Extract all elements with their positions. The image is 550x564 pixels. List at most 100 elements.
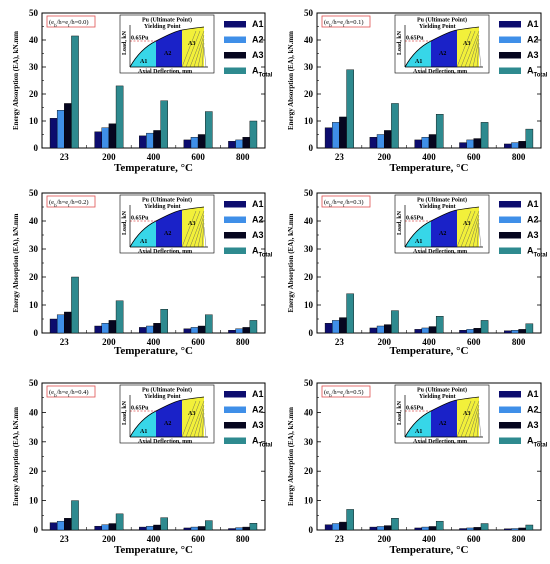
x-tick-label: 200 xyxy=(102,534,116,544)
bar-a1-600 xyxy=(459,330,467,334)
bar-a1-800 xyxy=(504,528,512,531)
x-tick-label: 200 xyxy=(377,337,391,347)
y-tick-label: 20 xyxy=(304,272,314,282)
bar-atotal-23 xyxy=(346,69,354,149)
legend-label-a2: A2 xyxy=(252,215,264,225)
bar-a1-800 xyxy=(228,528,236,531)
condition-box xyxy=(46,15,96,28)
inset-region-a1-label: A1 xyxy=(140,429,147,435)
x-tick-label: 600 xyxy=(467,534,481,544)
bar-atotal-400 xyxy=(160,100,168,149)
y-tick-label: 50 xyxy=(29,188,39,198)
bar-a2-400 xyxy=(146,132,154,149)
bar-a1-400 xyxy=(414,139,423,149)
bar-atotal-400 xyxy=(435,316,444,334)
region-a1 xyxy=(405,221,431,247)
region-a1 xyxy=(130,411,156,437)
legend-label-a2: A2 xyxy=(527,405,539,415)
condition-label: (eb/h=et/h=0.5) xyxy=(324,389,364,399)
condition-label: (eb/h=et/h=0.1) xyxy=(324,19,364,29)
region-a1 xyxy=(405,411,431,437)
inset-region-a1-label: A1 xyxy=(415,429,422,435)
bar-a1-800 xyxy=(504,330,512,334)
hatch-line xyxy=(203,416,207,438)
inset-ylabel: Load, kN xyxy=(397,400,403,425)
x-tick-label: 200 xyxy=(377,152,391,162)
hatch-line xyxy=(197,218,205,248)
bar-a1-400 xyxy=(139,327,147,334)
hatch-line xyxy=(468,34,480,68)
bar-atotal-600 xyxy=(205,520,213,531)
bar-a2-23 xyxy=(56,314,65,334)
bar-atotal-23 xyxy=(346,293,354,334)
inset-yield-label: Yielding Point xyxy=(419,204,456,210)
bar-a2-400 xyxy=(421,136,430,149)
condition-box xyxy=(321,15,371,28)
bar-a1-400 xyxy=(414,329,423,334)
y-tick-label: 40 xyxy=(304,216,314,226)
bar-a2-800 xyxy=(511,528,519,531)
bar-a1-600 xyxy=(183,139,192,149)
bar-a2-800 xyxy=(511,330,519,334)
legend-swatch-a2 xyxy=(224,36,246,43)
condition-label: (eb/h=et/h=0.3) xyxy=(324,199,364,209)
region-a3 xyxy=(182,207,204,247)
bar-a2-200 xyxy=(101,127,110,149)
bar-a2-800 xyxy=(235,328,243,334)
x-tick-label: 600 xyxy=(191,152,205,162)
bar-a2-200 xyxy=(376,134,385,149)
bar-atotal-200 xyxy=(115,85,124,149)
bar-a2-200 xyxy=(101,524,110,531)
inset-region-a1-label: A1 xyxy=(415,239,422,245)
bar-a1-800 xyxy=(228,330,236,334)
hatch-line xyxy=(460,210,476,248)
bar-atotal-23 xyxy=(71,35,79,149)
inset-region-a3-label: A3 xyxy=(188,411,195,417)
bar-a1-200 xyxy=(94,525,102,531)
x-axis-title: Temperature, °C xyxy=(390,345,469,357)
bar-atotal-200 xyxy=(391,310,399,334)
x-tick-label: 23 xyxy=(335,337,345,347)
x-tick-label: 800 xyxy=(236,337,250,347)
x-axis-title: Temperature, °C xyxy=(390,162,469,174)
condition-box xyxy=(321,385,371,398)
condition-label: (eb/h=et/h=0.2) xyxy=(49,199,89,209)
hatch-line xyxy=(472,38,480,68)
bar-atotal-400 xyxy=(435,520,444,531)
inset-yield-label: Yielding Point xyxy=(419,24,456,30)
region-a2 xyxy=(156,30,182,67)
y-tick-label: 20 xyxy=(304,89,314,99)
region-a3 xyxy=(182,397,204,437)
bar-a2-600 xyxy=(190,327,199,334)
bar-a1-400 xyxy=(139,526,147,531)
y-tick-label: 10 xyxy=(29,300,39,310)
legend-label-a2: A2 xyxy=(252,405,264,415)
y-tick-label: 20 xyxy=(29,89,39,99)
bar-a1-200 xyxy=(369,136,378,149)
y-tick-label: 50 xyxy=(29,378,39,388)
bar-a3-200 xyxy=(108,320,117,334)
bar-a1-600 xyxy=(459,142,467,149)
x-tick-label: 600 xyxy=(191,337,205,347)
region-a1 xyxy=(405,41,431,67)
x-tick-label: 400 xyxy=(147,152,161,162)
bar-atotal-23 xyxy=(71,500,79,531)
x-tick-label: 400 xyxy=(422,152,436,162)
legend-swatch-a1 xyxy=(499,21,521,28)
bar-a2-600 xyxy=(190,526,199,531)
load-curve xyxy=(404,26,480,68)
inset-pu-fraction: 0.65Pu xyxy=(406,36,424,42)
bar-atotal-600 xyxy=(480,523,489,531)
bar-a2-23 xyxy=(332,320,340,334)
bar-atotal-200 xyxy=(391,518,399,531)
bar-a3-600 xyxy=(473,527,482,531)
bar-a3-600 xyxy=(197,526,206,531)
hatch-line xyxy=(181,400,197,438)
region-a1 xyxy=(130,221,156,247)
hatch-line xyxy=(476,222,480,248)
bar-a1-23 xyxy=(49,318,58,334)
bar-a3-800 xyxy=(518,527,526,531)
bar-a3-800 xyxy=(518,329,526,334)
bar-a2-600 xyxy=(190,136,199,149)
legend-swatch-atotal xyxy=(224,437,246,444)
